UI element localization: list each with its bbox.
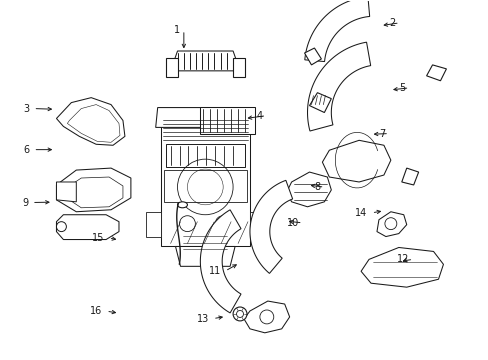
Text: 6: 6 bbox=[23, 145, 29, 155]
Polygon shape bbox=[401, 168, 418, 185]
Polygon shape bbox=[56, 98, 124, 145]
Polygon shape bbox=[244, 301, 289, 333]
Polygon shape bbox=[175, 247, 235, 266]
Polygon shape bbox=[170, 51, 240, 71]
Polygon shape bbox=[426, 65, 446, 81]
Text: 10: 10 bbox=[286, 218, 298, 228]
Text: 9: 9 bbox=[22, 198, 28, 207]
Text: 13: 13 bbox=[196, 314, 208, 324]
Polygon shape bbox=[249, 212, 264, 237]
Text: 11: 11 bbox=[208, 266, 221, 276]
Text: 16: 16 bbox=[90, 306, 102, 316]
Polygon shape bbox=[163, 170, 246, 202]
Text: 5: 5 bbox=[398, 83, 405, 93]
Ellipse shape bbox=[177, 202, 187, 208]
Polygon shape bbox=[165, 58, 177, 77]
Polygon shape bbox=[200, 107, 254, 134]
Text: 14: 14 bbox=[355, 208, 367, 218]
Text: 3: 3 bbox=[23, 104, 29, 113]
Text: 12: 12 bbox=[396, 254, 408, 264]
Polygon shape bbox=[56, 215, 119, 239]
Circle shape bbox=[233, 307, 246, 321]
Polygon shape bbox=[249, 180, 292, 273]
Polygon shape bbox=[322, 140, 390, 182]
Polygon shape bbox=[165, 144, 244, 167]
Text: 15: 15 bbox=[92, 233, 104, 243]
Polygon shape bbox=[233, 58, 244, 77]
Polygon shape bbox=[56, 182, 76, 202]
Text: 2: 2 bbox=[389, 18, 395, 28]
Polygon shape bbox=[286, 172, 331, 207]
Polygon shape bbox=[376, 212, 406, 237]
Polygon shape bbox=[309, 93, 331, 113]
Text: 4: 4 bbox=[256, 111, 262, 121]
Polygon shape bbox=[56, 168, 131, 212]
Polygon shape bbox=[155, 108, 254, 127]
Text: 7: 7 bbox=[378, 129, 385, 139]
Polygon shape bbox=[145, 212, 161, 237]
Polygon shape bbox=[161, 117, 249, 247]
Polygon shape bbox=[360, 247, 443, 287]
Polygon shape bbox=[307, 42, 370, 131]
Polygon shape bbox=[304, 0, 369, 62]
Text: 1: 1 bbox=[173, 25, 180, 35]
Text: 8: 8 bbox=[314, 182, 320, 192]
Polygon shape bbox=[304, 48, 321, 65]
Polygon shape bbox=[200, 210, 241, 313]
